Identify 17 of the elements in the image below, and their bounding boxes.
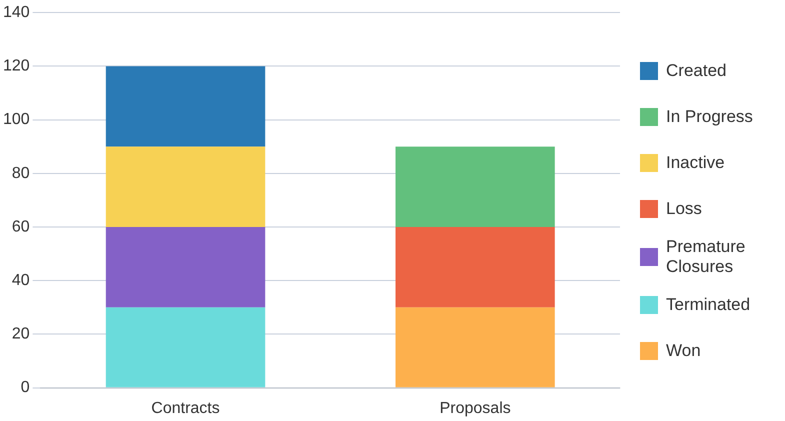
y-tick-label: 80 <box>12 164 30 182</box>
x-tick-label: Proposals <box>440 400 511 417</box>
legend-label: Premature Closures <box>666 236 746 276</box>
x-tick-label: Contracts <box>151 400 220 417</box>
y-tick-label: 140 <box>2 4 30 22</box>
y-tick-label: 120 <box>2 58 30 75</box>
y-tick-label: 60 <box>12 218 30 236</box>
y-tick-label: 20 <box>12 326 30 343</box>
legend-label: In Progress <box>666 106 753 126</box>
y-tick-label: 0 <box>20 379 30 396</box>
legend-label: Terminated <box>666 294 750 314</box>
legend-label: Won <box>666 340 701 360</box>
legend-label: Inactive <box>666 152 725 172</box>
legend-label: Created <box>666 60 726 80</box>
legend-label: Loss <box>666 198 702 218</box>
y-tick-label: 40 <box>12 272 30 290</box>
y-tick-label: 100 <box>2 111 30 128</box>
